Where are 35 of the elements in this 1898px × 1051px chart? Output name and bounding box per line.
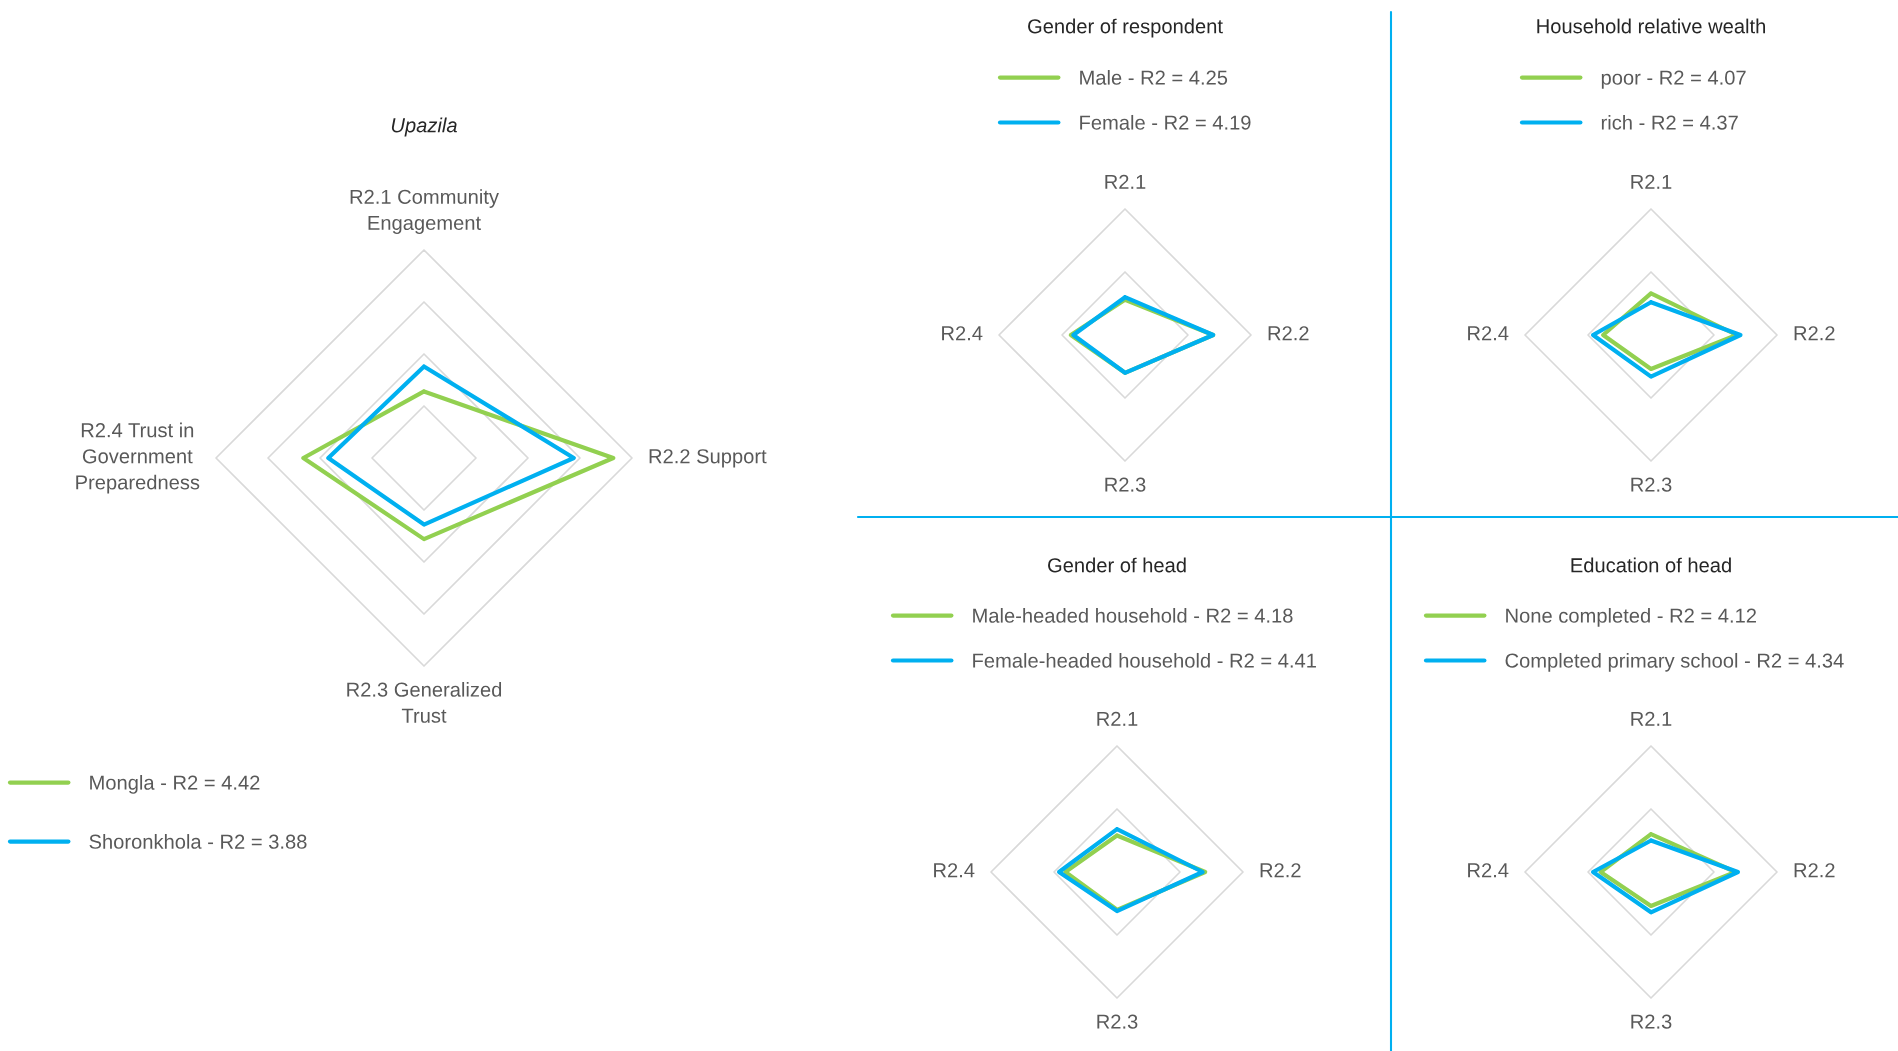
legend-label: None completed - R2 = 4.12 (1506, 608, 1756, 627)
spoke-label: R2.4 (942, 326, 983, 341)
spoke-label: R2.3 Generalized Trust (347, 682, 502, 723)
spoke-label: R2.1 (1631, 711, 1672, 726)
chart-title: Upazila (391, 117, 457, 137)
spoke-label: R2.1 (1631, 174, 1672, 189)
spoke-label: R2.4 Trust in Government Preparedness (76, 422, 200, 494)
spoke-label: R2.1 (1097, 711, 1138, 726)
spoke-label: R2.4 (1468, 863, 1509, 878)
spoke-label: R2.3 (1105, 477, 1146, 492)
spoke-label: R2.2 (1794, 863, 1835, 878)
legend-label: Shoronkhola - R2 = 3.88 (89, 834, 307, 849)
legend-label: Mongla - R2 = 4.42 (90, 775, 260, 794)
legend-label: Female - R2 = 4.19 (1080, 114, 1251, 130)
chart-title: Gender of respondent (1028, 18, 1223, 38)
spoke-label: R2.2 Support (649, 449, 767, 468)
spoke-label: R2.3 (1631, 1014, 1672, 1029)
spoke-label: R2.2 (1268, 326, 1309, 341)
legend-label: Completed primary school - R2 = 4.34 (1505, 652, 1844, 672)
spoke-label: R2.4 (1468, 326, 1509, 341)
legend-label: Female-headed household - R2 = 4.41 (973, 652, 1316, 668)
spoke-label: R2.1 Community Engagement (350, 189, 499, 234)
legend-label: rich - R2 = 4.37 (1601, 114, 1738, 130)
spoke-label: R2.2 (1260, 863, 1301, 878)
chart-title: Household relative wealth (1537, 18, 1766, 34)
spoke-label: R2.2 (1794, 326, 1835, 341)
chart-title: Education of head (1571, 557, 1731, 573)
spoke-label: R2.1 (1105, 174, 1146, 189)
legend-label: poor - R2 = 4.07 (1601, 70, 1746, 89)
spoke-label: R2.4 (934, 863, 975, 878)
spoke-label: R2.3 (1097, 1014, 1138, 1029)
legend-label: Male-headed household - R2 = 4.18 (973, 608, 1293, 623)
legend-label: Male - R2 = 4.25 (1080, 70, 1228, 85)
chart-title: Gender of head (1048, 557, 1186, 573)
spoke-label: R2.3 (1631, 477, 1672, 492)
